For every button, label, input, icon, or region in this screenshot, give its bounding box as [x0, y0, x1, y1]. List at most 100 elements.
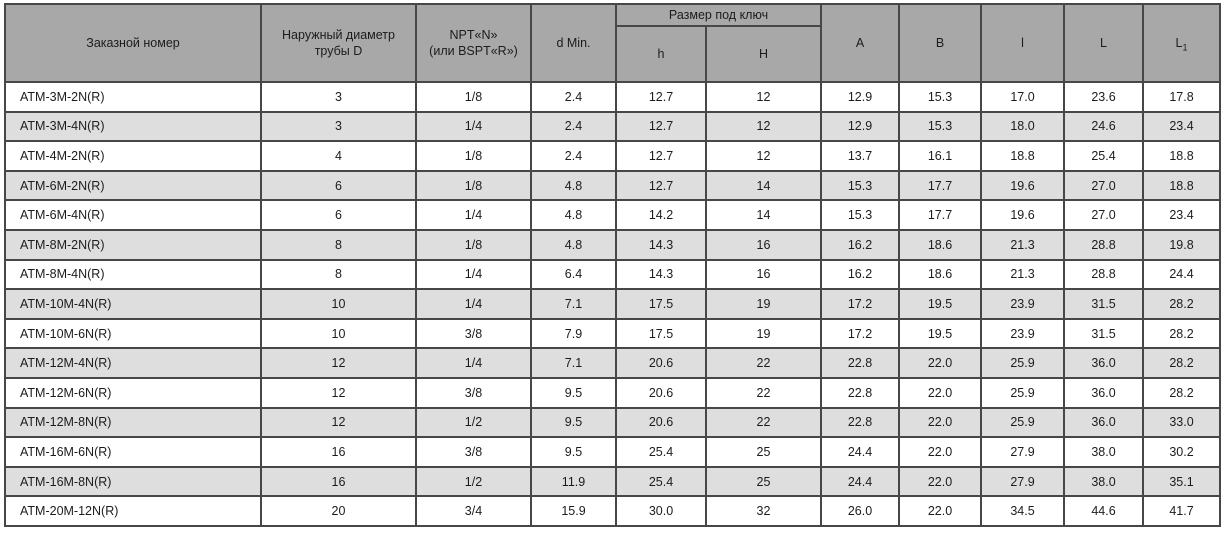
table-row: ATM-10M-6N(R) 10 3/8 7.9 17.5 19 17.2 19.5 23.9 3…	[4, 317, 1222, 350]
table-body: ATM-3M-2N(R) 3 1/8 2.4 12.7 12 12.9 15.3 17.0 23.…	[4, 81, 1222, 527]
cell-l: 23.9	[980, 288, 1066, 320]
cell-L: 28.8	[1063, 258, 1145, 291]
cell-order-number: ATM-12M-4N(R)	[4, 347, 262, 379]
cell-wrench-h: 12.7	[615, 169, 707, 202]
cell-A: 24.4	[820, 465, 901, 498]
cell-L: 44.6	[1063, 495, 1145, 527]
cell-L1: 18.8	[1142, 169, 1222, 202]
cell-l: 25.9	[980, 406, 1066, 439]
cell-L1: 28.2	[1142, 317, 1222, 350]
header-A: A	[820, 3, 901, 83]
cell-order-number: ATM-12M-6N(R)	[4, 376, 262, 409]
table-row: ATM-8M-4N(R) 8 1/4 6.4 14.3 16 16.2 18.6 21.3 28.…	[4, 258, 1222, 291]
cell-B: 22.0	[898, 495, 983, 527]
cell-A: 22.8	[820, 376, 901, 409]
cell-L1: 19.8	[1142, 228, 1222, 261]
cell-l: 27.9	[980, 465, 1066, 498]
cell-wrench-h: 14.2	[615, 199, 707, 231]
cell-B: 19.5	[898, 288, 983, 320]
cell-A: 22.8	[820, 347, 901, 379]
cell-wrench-h: 25.4	[615, 436, 707, 468]
cell-l: 21.3	[980, 228, 1066, 261]
cell-tube-diameter-d: 3	[260, 81, 417, 113]
table-row: ATM-12M-4N(R) 12 1/4 7.1 20.6 22 22.8 22.0 25.9 3…	[4, 347, 1222, 379]
cell-wrench-h: 17.5	[615, 317, 707, 350]
header-row-top: Заказной номер Наружный диаметр трубы D …	[4, 3, 1222, 83]
cell-tube-diameter-d: 6	[260, 169, 417, 202]
cell-L1: 24.4	[1142, 258, 1222, 291]
header-B: B	[898, 3, 983, 83]
table-row: ATM-10M-4N(R) 10 1/4 7.1 17.5 19 17.2 19.5 23.9 3…	[4, 288, 1222, 320]
cell-A: 17.2	[820, 317, 901, 350]
cell-l: 25.9	[980, 347, 1066, 379]
cell-L1: 17.8	[1142, 81, 1222, 113]
cell-wrench-h: 25.4	[615, 465, 707, 498]
cell-L: 28.8	[1063, 228, 1145, 261]
cell-L: 38.0	[1063, 436, 1145, 468]
cell-B: 17.7	[898, 199, 983, 231]
cell-wrench-h: 14.3	[615, 258, 707, 291]
cell-L: 36.0	[1063, 376, 1145, 409]
table-row: ATM-3M-2N(R) 3 1/8 2.4 12.7 12 12.9 15.3 17.0 23.…	[4, 81, 1222, 113]
cell-l: 19.6	[980, 169, 1066, 202]
cell-order-number: ATM-10M-4N(R)	[4, 288, 262, 320]
cell-order-number: ATM-16M-8N(R)	[4, 465, 262, 498]
cell-order-number: ATM-8M-4N(R)	[4, 258, 262, 291]
cell-d-min: 4.8	[530, 169, 617, 202]
cell-order-number: ATM-6M-4N(R)	[4, 199, 262, 231]
cell-L1: 30.2	[1142, 436, 1222, 468]
cell-L: 24.6	[1063, 110, 1145, 143]
table-row: ATM-8M-2N(R) 8 1/8 4.8 14.3 16 16.2 18.6 21.3 28.…	[4, 228, 1222, 261]
cell-L1: 23.4	[1142, 110, 1222, 143]
cell-L1: 28.2	[1142, 376, 1222, 409]
table-header: Заказной номер Наружный диаметр трубы D …	[4, 3, 1222, 83]
table-row: ATM-16M-8N(R) 16 1/2 11.9 25.4 25 24.4 22.0 27.9…	[4, 465, 1222, 498]
cell-order-number: ATM-8M-2N(R)	[4, 228, 262, 261]
cell-B: 16.1	[898, 140, 983, 172]
cell-npt-size: 1/4	[415, 199, 532, 231]
cell-L: 23.6	[1063, 81, 1145, 113]
cell-A: 15.3	[820, 169, 901, 202]
cell-wrench-H: 19	[704, 288, 823, 320]
cell-wrench-H: 12	[704, 140, 823, 172]
cell-order-number: ATM-12M-8N(R)	[4, 406, 262, 439]
cell-order-number: ATM-4M-2N(R)	[4, 140, 262, 172]
cell-l: 19.6	[980, 199, 1066, 231]
cell-order-number: ATM-10M-6N(R)	[4, 317, 262, 350]
cell-npt-size: 1/4	[415, 110, 532, 143]
cell-wrench-H: 12	[704, 110, 823, 143]
cell-A: 15.3	[820, 199, 901, 231]
cell-l: 25.9	[980, 376, 1066, 409]
cell-npt-size: 1/4	[415, 288, 532, 320]
cell-wrench-h: 20.6	[615, 406, 707, 439]
cell-A: 22.8	[820, 406, 901, 439]
cell-tube-diameter-d: 20	[260, 495, 417, 527]
cell-tube-diameter-d: 10	[260, 317, 417, 350]
header-order-number: Заказной номер	[4, 3, 262, 83]
cell-L1: 41.7	[1142, 495, 1222, 527]
cell-l: 23.9	[980, 317, 1066, 350]
cell-L1: 33.0	[1142, 406, 1222, 439]
header-wrench-H: H	[704, 25, 823, 83]
cell-npt-size: 3/8	[415, 436, 532, 468]
cell-tube-diameter-d: 8	[260, 258, 417, 291]
cell-B: 22.0	[898, 406, 983, 439]
cell-wrench-H: 25	[704, 436, 823, 468]
cell-d-min: 9.5	[530, 436, 617, 468]
cell-tube-diameter-d: 12	[260, 347, 417, 379]
cell-l: 18.8	[980, 140, 1066, 172]
cell-npt-size: 1/8	[415, 140, 532, 172]
cell-d-min: 9.5	[530, 406, 617, 439]
cell-wrench-H: 16	[704, 228, 823, 261]
cell-order-number: ATM-16M-6N(R)	[4, 436, 262, 468]
cell-npt-size: 1/4	[415, 258, 532, 291]
header-wrench-size-group: Размер под ключ	[614, 3, 823, 27]
cell-A: 24.4	[820, 436, 901, 468]
table-row: ATM-4M-2N(R) 4 1/8 2.4 12.7 12 13.7 16.1 18.8 25.…	[4, 140, 1222, 172]
cell-d-min: 2.4	[530, 110, 617, 143]
cell-L: 27.0	[1063, 169, 1145, 202]
cell-wrench-H: 16	[704, 258, 823, 291]
cell-order-number: ATM-6M-2N(R)	[4, 169, 262, 202]
cell-d-min: 7.9	[530, 317, 617, 350]
cell-A: 13.7	[820, 140, 901, 172]
